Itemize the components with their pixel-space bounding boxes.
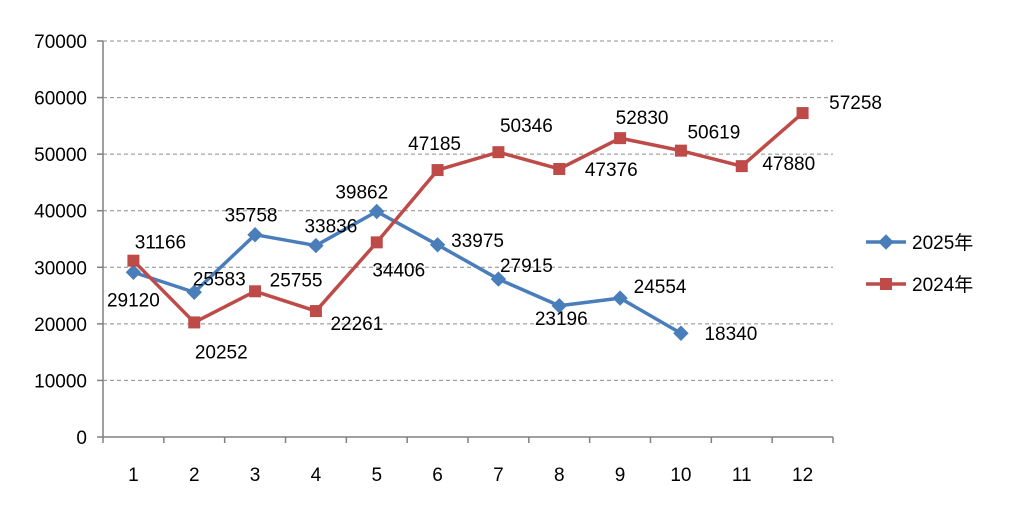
x-tick-label: 3 <box>250 465 261 486</box>
y-tick-label: 50000 <box>34 145 87 166</box>
data-point-marker <box>490 271 507 287</box>
series-line <box>132 111 804 325</box>
data-point-marker <box>127 254 140 267</box>
data-point-marker <box>369 203 385 220</box>
data-point-marker <box>370 236 383 249</box>
data-point-marker <box>429 237 446 253</box>
data-point-marker <box>186 284 202 300</box>
legend-item: 2025年 <box>866 232 973 254</box>
data-label: 20252 <box>195 342 248 363</box>
x-tick-label: 11 <box>732 465 752 486</box>
y-tick-label: 0 <box>76 428 87 449</box>
series-b <box>127 107 809 329</box>
series-line <box>132 209 682 335</box>
data-point-marker <box>492 146 505 159</box>
x-tick-label: 8 <box>554 465 565 486</box>
data-label: 34406 <box>372 260 425 281</box>
x-tick-label: 12 <box>792 465 813 486</box>
data-label: 33975 <box>451 231 504 252</box>
data-label: 18340 <box>704 324 757 345</box>
data-label: 25583 <box>193 269 246 290</box>
gridlines <box>103 40 833 381</box>
data-label: 39862 <box>335 182 388 203</box>
data-point-marker <box>551 298 567 314</box>
data-label: 29120 <box>107 290 160 311</box>
data-point-marker <box>125 264 142 280</box>
data-point-marker <box>431 164 444 177</box>
data-label: 47880 <box>762 154 815 175</box>
data-point-marker <box>878 234 894 250</box>
data-label: 31166 <box>135 233 186 254</box>
data-label: 33836 <box>304 217 357 238</box>
x-tick-label: 5 <box>371 465 382 486</box>
data-labels: 29120 25583 35758 33836 39862 33975 27915 23196… <box>107 93 882 363</box>
y-tick-label: 70000 <box>34 32 87 53</box>
data-label: 52830 <box>616 108 669 129</box>
series-lines <box>125 107 809 341</box>
data-label: 23196 <box>535 309 588 330</box>
data-point-marker <box>796 107 809 120</box>
data-point-marker <box>188 316 201 329</box>
data-label: 50619 <box>687 123 740 144</box>
x-tick-label: 10 <box>670 465 691 486</box>
data-point-marker <box>880 278 892 290</box>
y-tick-label: 30000 <box>34 258 87 279</box>
data-label: 27915 <box>500 256 553 277</box>
series-a <box>125 203 689 341</box>
data-point-marker <box>673 325 689 341</box>
x-tick-label: 9 <box>615 465 626 486</box>
y-tick-label: 20000 <box>34 315 87 336</box>
x-tick-label: 1 <box>128 465 139 486</box>
x-tick-label: 2 <box>189 465 200 486</box>
data-point-marker <box>553 162 566 175</box>
data-label: 50346 <box>500 116 553 137</box>
data-point-marker <box>308 237 324 254</box>
data-point-marker <box>612 290 628 306</box>
data-label: 47376 <box>585 160 638 181</box>
data-label: 24554 <box>634 277 687 298</box>
legend-label: 2024年 <box>912 274 973 296</box>
legend: 2025年 2024年 <box>866 232 973 296</box>
x-tick-label: 4 <box>311 465 322 486</box>
data-point-marker <box>309 305 322 318</box>
y-tick-label: 40000 <box>34 202 87 223</box>
y-tick-label: 60000 <box>34 89 87 110</box>
data-point-marker <box>674 144 687 157</box>
data-label: 47185 <box>408 134 461 155</box>
legend-item: 2024年 <box>866 274 973 296</box>
data-label: 22261 <box>330 314 383 335</box>
data-point-marker <box>735 160 748 173</box>
data-label: 35758 <box>225 206 278 227</box>
legend-label: 2025年 <box>912 232 973 254</box>
data-point-marker <box>249 285 262 298</box>
data-label: 25755 <box>270 270 323 291</box>
x-tick-label: 6 <box>432 465 443 486</box>
x-tick-label: 7 <box>493 465 504 486</box>
data-point-marker <box>614 132 627 145</box>
y-tick-label: 10000 <box>34 371 87 392</box>
data-label: 57258 <box>829 93 882 114</box>
data-point-marker <box>247 227 263 243</box>
